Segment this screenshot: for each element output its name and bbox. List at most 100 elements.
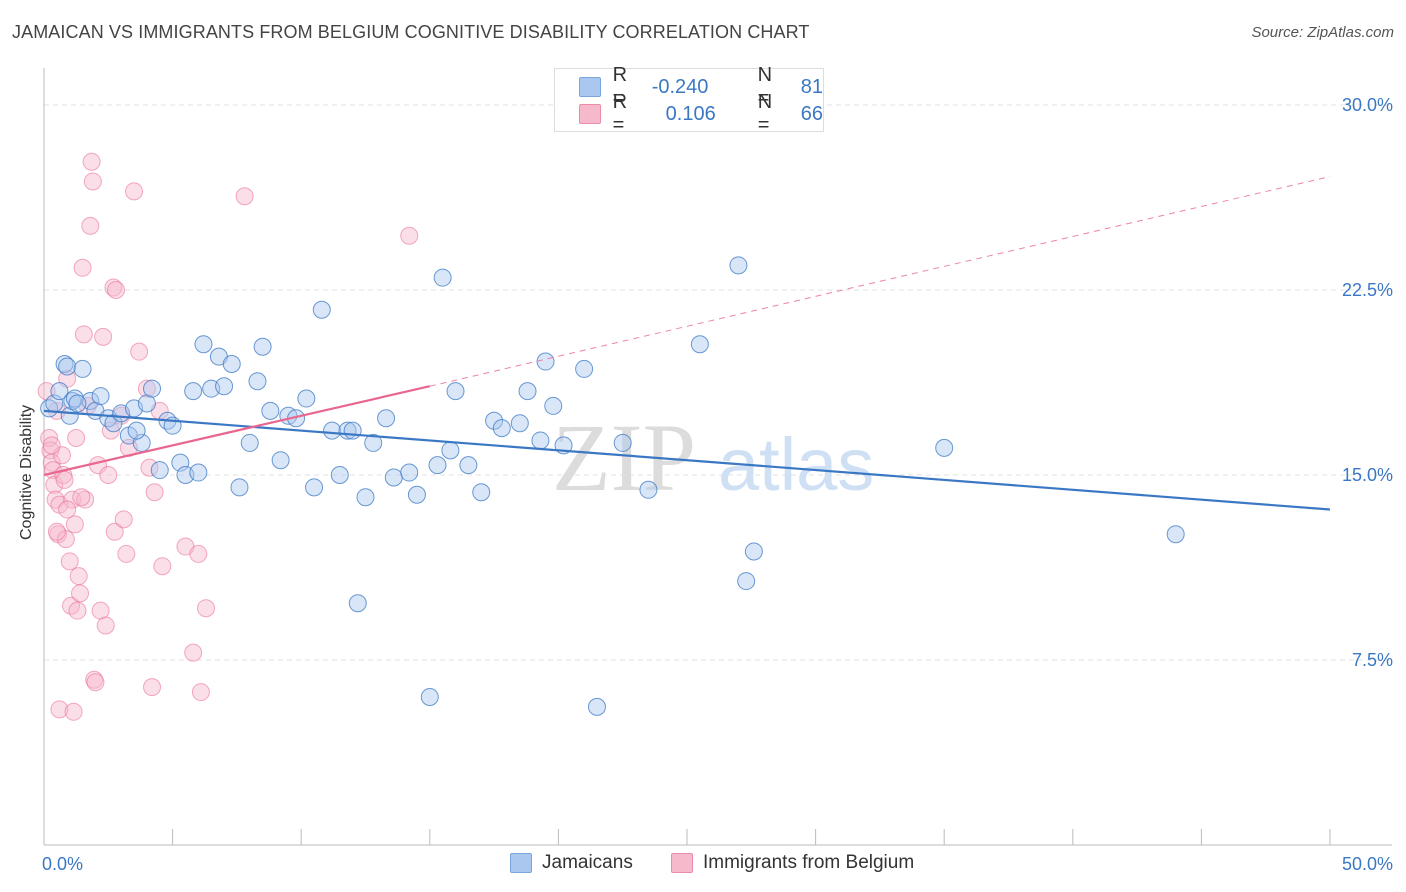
- belgium-point: [400, 226, 419, 245]
- bottom-swatch-belgium: [671, 853, 693, 873]
- jamaicans-point: [73, 359, 92, 378]
- belgium-point: [55, 470, 74, 489]
- jamaicans-point: [150, 461, 169, 480]
- jamaicans-point: [536, 352, 555, 371]
- legend-swatch-belgium: [579, 104, 601, 124]
- belgium-point: [130, 342, 149, 361]
- legend-n-value: 66: [800, 102, 824, 125]
- belgium-point: [81, 216, 100, 235]
- watermark-zip: ZIP: [552, 404, 696, 511]
- legend: R = -0.240 N = 81 R = 0.106 N = 66: [554, 64, 824, 136]
- belgium-point: [114, 510, 133, 529]
- jamaicans-point: [420, 688, 439, 706]
- bottom-legend-label: Immigrants from Belgium: [703, 852, 915, 873]
- jamaicans-point: [297, 389, 316, 408]
- y-axis-label: Cognitive Disability: [18, 404, 35, 540]
- jamaicans-point: [348, 594, 367, 613]
- belgium-point: [82, 152, 101, 171]
- jamaicans-point: [737, 572, 756, 591]
- y-tick-label: 15.0%: [1342, 465, 1393, 485]
- belgium-point: [137, 379, 156, 398]
- tick-labels: 7.5% 15.0% 22.5% 30.0% 0.0% 50.0%: [42, 95, 1393, 874]
- legend-r-value: 0.106: [665, 102, 716, 125]
- jamaicans-point: [544, 396, 563, 415]
- jamaicans-point: [377, 409, 396, 428]
- jamaicans-point: [446, 382, 465, 401]
- trend-lines: [43, 176, 1331, 511]
- jamaicans-point: [305, 478, 324, 497]
- bottom-legend-belgium: Immigrants from Belgium: [671, 852, 914, 874]
- belgium-point: [107, 281, 126, 299]
- jamaicans-point: [485, 411, 504, 430]
- jamaicans-point: [492, 419, 511, 438]
- jamaicans-point: [433, 268, 452, 287]
- x-tick-label: 0.0%: [42, 854, 83, 874]
- jamaicans-point: [639, 480, 658, 499]
- belgium-point: [73, 258, 92, 277]
- legend-r-value: -0.240: [651, 75, 709, 98]
- jamaicans-point: [143, 379, 162, 398]
- belgium-point: [64, 702, 83, 721]
- jamaicans-point: [248, 372, 267, 391]
- bottom-swatch-jamaicans: [510, 853, 532, 873]
- belgium-point: [83, 172, 102, 191]
- belgium-point: [60, 552, 79, 571]
- belgium-trend-extension: [429, 176, 1331, 387]
- y-tick-label: 22.5%: [1342, 280, 1393, 300]
- belgium-point: [184, 643, 203, 662]
- jamaicans-point: [384, 468, 403, 487]
- bottom-legend-label: Jamaicans: [542, 852, 633, 873]
- belgium-point: [153, 557, 172, 576]
- belgium-point: [47, 522, 66, 541]
- jamaicans-point: [400, 463, 419, 482]
- jamaicans-point: [472, 483, 491, 502]
- jamaicans-point: [407, 485, 426, 504]
- belgium-point: [74, 325, 93, 344]
- jamaicans-point: [510, 414, 529, 433]
- belgium-point: [42, 436, 61, 455]
- belgium-point: [72, 488, 91, 507]
- legend-swatch-jamaicans: [579, 77, 601, 97]
- jamaicans-point: [356, 488, 375, 507]
- series-jamaicans-points: [40, 256, 1185, 716]
- x-tick-label: 50.0%: [1342, 854, 1393, 874]
- belgium-point: [189, 544, 208, 563]
- belgium-point: [197, 599, 216, 618]
- jamaicans-point: [459, 456, 478, 475]
- jamaicans-point: [330, 466, 349, 484]
- jamaicans-point: [343, 421, 362, 440]
- legend-row-belgium: R = 0.106 N = 66: [579, 91, 824, 136]
- belgium-point: [105, 522, 124, 541]
- belgium-point: [50, 700, 69, 719]
- jamaicans-point: [58, 357, 77, 376]
- belgium-point: [235, 187, 254, 206]
- jamaicans-point: [127, 421, 146, 440]
- jamaicans-point: [261, 401, 280, 420]
- jamaicans-point: [518, 382, 537, 401]
- jamaicans-point: [230, 478, 249, 497]
- jamaicans-point: [63, 392, 82, 410]
- belgium-point: [117, 544, 136, 563]
- legend-n-label: N =: [757, 91, 773, 136]
- belgium-point: [69, 567, 88, 586]
- jamaicans-point: [55, 355, 74, 373]
- jamaicans-point: [587, 697, 606, 716]
- legend-n-label: N =: [757, 64, 773, 109]
- series-belgium-points: [37, 152, 419, 721]
- jamaicans-point: [184, 382, 203, 401]
- jamaicans-point: [531, 431, 550, 450]
- belgium-point: [94, 327, 113, 346]
- jamaicans-point: [91, 387, 110, 406]
- belgium-point: [68, 601, 87, 620]
- jamaicans-point: [1166, 525, 1185, 544]
- belgium-point: [65, 515, 84, 534]
- jamaicans-point: [50, 382, 69, 401]
- jamaicans-point: [935, 438, 954, 457]
- belgium-trend-line: [43, 385, 431, 477]
- jamaicans-point: [240, 433, 259, 452]
- belgium-point: [67, 429, 86, 447]
- legend-r-label: R =: [612, 64, 628, 109]
- jamaicans-point: [441, 441, 460, 460]
- belgium-point: [145, 483, 164, 502]
